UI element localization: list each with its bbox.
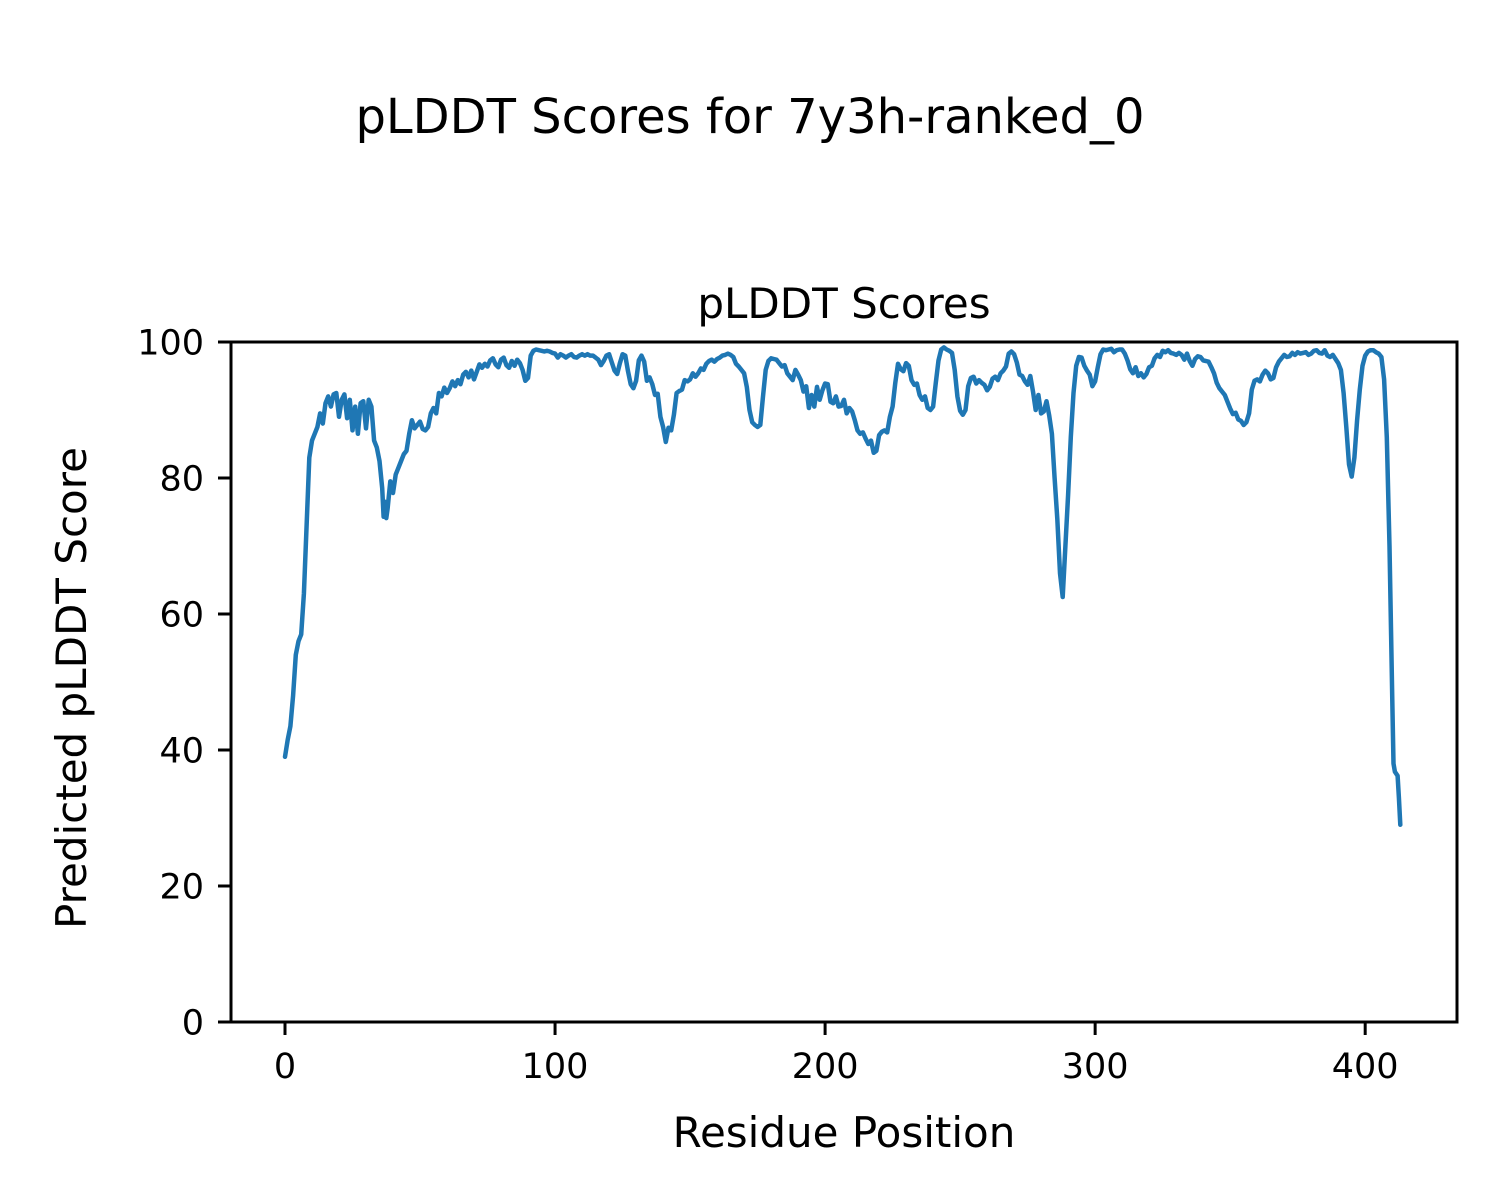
x-tick-100-label: 100 — [522, 1047, 589, 1087]
x-axis-label: Residue Position — [673, 1108, 1016, 1157]
x-tick-300-label: 300 — [1062, 1047, 1129, 1087]
y-axis-ticks: 0 20 40 60 80 100 — [137, 324, 231, 1044]
y-tick-100-label: 100 — [137, 324, 204, 364]
plot-border — [229, 340, 1459, 1024]
figure-suptitle: pLDDT Scores for 7y3h-ranked_0 — [355, 89, 1144, 145]
y-tick-40-label: 40 — [159, 732, 204, 772]
y-tick-60-label: 60 — [159, 596, 204, 636]
x-tick-200-label: 200 — [792, 1047, 859, 1087]
y-tick-0-label: 0 — [182, 1004, 204, 1044]
y-tick-20-label: 20 — [159, 868, 204, 908]
x-axis-ticks: 0 100 200 300 400 — [274, 1022, 1399, 1087]
axes-title: pLDDT Scores — [697, 279, 990, 328]
y-axis-label: Predicted pLDDT Score — [47, 447, 96, 929]
y-tick-80-label: 80 — [159, 460, 204, 500]
plddt-data-line — [282, 345, 1403, 828]
x-tick-400-label: 400 — [1332, 1047, 1399, 1087]
x-tick-0-label: 0 — [274, 1047, 296, 1087]
